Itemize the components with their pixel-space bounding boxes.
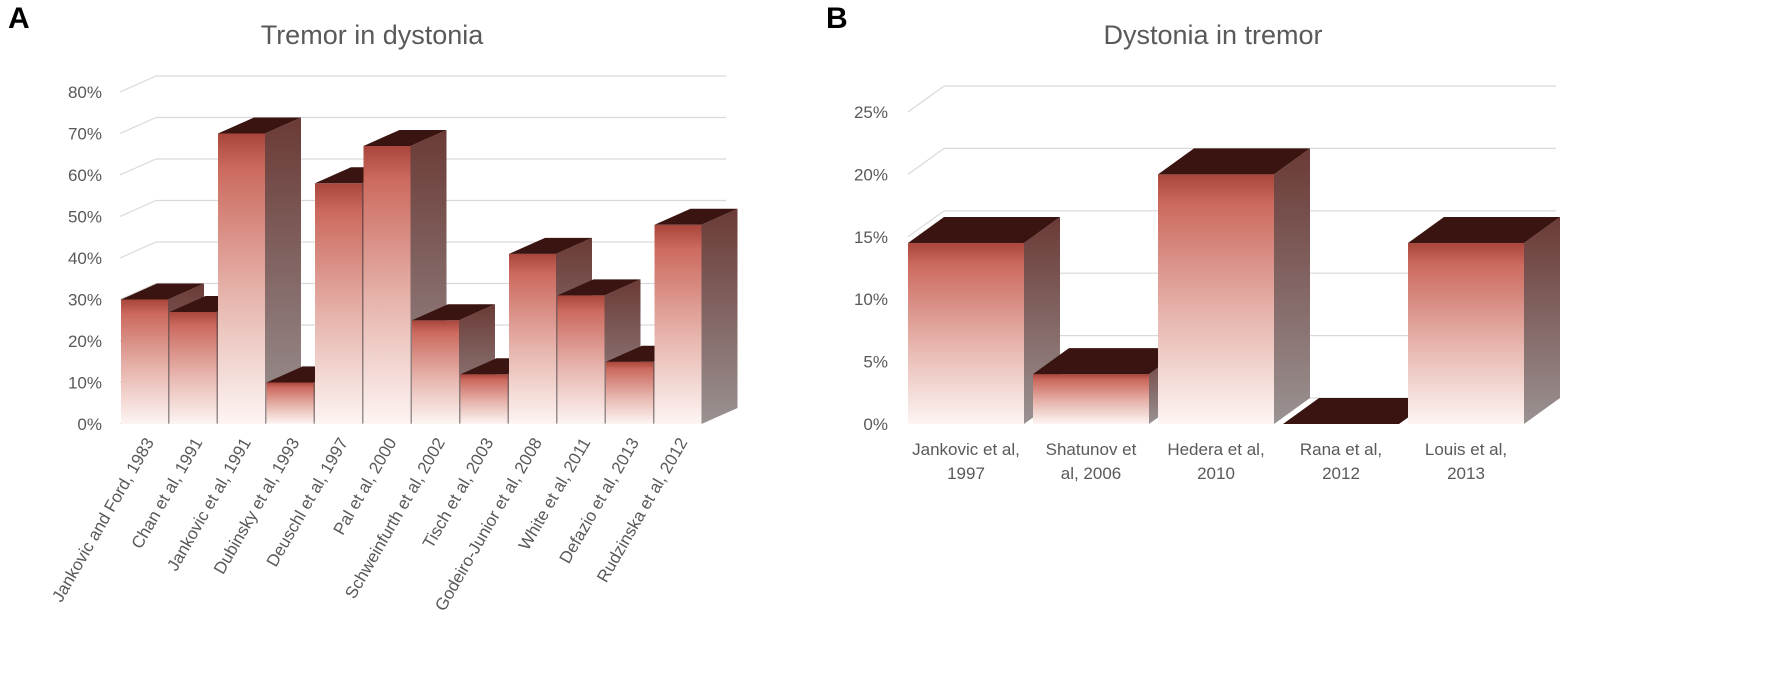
bar-front — [363, 145, 411, 424]
bar-top — [412, 304, 495, 321]
bar-top — [121, 283, 204, 300]
bar-front — [266, 382, 314, 424]
bar-front — [908, 243, 1024, 424]
y-tick-label: 10% — [854, 290, 888, 309]
gridline-diagonal — [907, 85, 945, 113]
gridline-diagonal — [119, 75, 157, 93]
bar-side — [265, 117, 301, 424]
bar-side — [701, 208, 738, 424]
bar-top — [363, 129, 447, 146]
y-tick-label: 80% — [68, 83, 102, 102]
bar — [1158, 148, 1310, 424]
x-tick-label: Louis et al, 2013 — [1425, 440, 1507, 483]
bar-front — [315, 183, 362, 424]
x-tick-label: Dubinsky et al, 1993 — [210, 435, 303, 578]
y-tick-label: 20% — [854, 165, 888, 184]
panel-letter-b: B — [826, 2, 848, 35]
bar-front — [557, 295, 605, 424]
bar-front — [654, 224, 702, 424]
x-tick-label: Hedera et al, 2010 — [1167, 440, 1264, 483]
bar-front — [509, 253, 556, 424]
chart-panel-a: Tremor in dystonia 0% 10% 20% 30% 40% 50% 60% 7… — [48, 20, 738, 614]
bar-front — [1033, 374, 1149, 424]
bar-top — [1408, 217, 1560, 244]
y-tick-label: 40% — [68, 249, 102, 268]
bar-front — [121, 299, 168, 424]
bar-top — [654, 208, 738, 225]
bar — [908, 217, 1060, 424]
bar — [654, 208, 738, 424]
bar-front — [1158, 174, 1274, 424]
gridline-diagonal — [119, 116, 157, 135]
y-tick-label: 0% — [863, 415, 888, 434]
bar-front — [218, 133, 265, 424]
bar-top — [557, 279, 641, 296]
bar-top — [509, 237, 592, 254]
y-tick-label: 20% — [68, 332, 102, 351]
panel-letter-a: A — [8, 2, 30, 35]
y-tick-label: 5% — [863, 353, 888, 372]
x-tick-label: Shatunov et al, 2006 — [1046, 440, 1137, 483]
chart-title-b: Dystonia in tremor — [1103, 20, 1322, 50]
bar-front — [606, 361, 653, 424]
y-tick-label: 70% — [68, 125, 102, 144]
gridline-diagonal — [119, 199, 157, 218]
bar-front — [1408, 243, 1524, 424]
gridline-diagonal — [907, 147, 945, 175]
chart-panel-b: Dystonia in tremor 0% 5% 10% 15% 20% 25% Jank… — [854, 20, 1560, 483]
gridline-diagonal — [119, 241, 157, 259]
bar-front — [169, 311, 217, 424]
bar-top — [1033, 348, 1185, 375]
bar-front — [412, 320, 459, 424]
bar — [218, 117, 301, 424]
y-tick-label: 25% — [854, 103, 888, 122]
x-tick-label: Jankovic et al, 1997 — [912, 440, 1020, 483]
y-tick-label: 10% — [68, 374, 102, 393]
gridline-diagonal — [119, 158, 157, 176]
y-tick-label: 50% — [68, 208, 102, 227]
bar-top — [1283, 398, 1435, 424]
bar-top — [1158, 148, 1310, 175]
y-tick-label: 30% — [68, 291, 102, 310]
bar-side — [1524, 217, 1560, 424]
gridline-diagonal — [907, 210, 945, 238]
y-tick-label: 15% — [854, 228, 888, 247]
y-tick-label: 60% — [68, 166, 102, 185]
bar — [1408, 217, 1560, 424]
x-tick-label: Rudzinska et al, 2012 — [593, 435, 691, 586]
bar — [1283, 398, 1435, 424]
chart-title-a: Tremor in dystonia — [261, 20, 485, 50]
bar-front — [460, 374, 508, 424]
bar-top — [218, 117, 301, 134]
y-tick-label: 0% — [77, 415, 102, 434]
bar-top — [908, 217, 1060, 244]
bar-side — [1274, 148, 1310, 424]
x-tick-label: Rana et al, 2012 — [1300, 440, 1382, 483]
gridline-diagonal — [119, 282, 157, 301]
